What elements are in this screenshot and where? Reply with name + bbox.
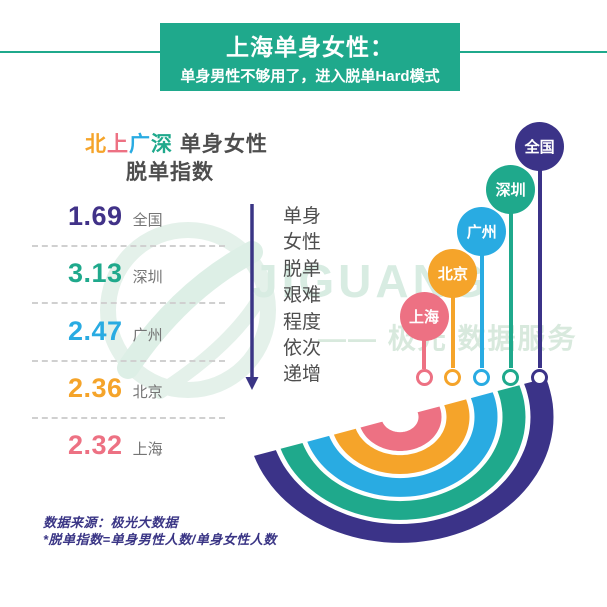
page-title: 上海单身女性： — [226, 34, 394, 60]
lollipop-circle-national: 全国 — [515, 122, 565, 172]
index-value: 2.47 — [68, 315, 123, 346]
index-city-label: 上海 — [132, 441, 163, 459]
watermark-tagline-text: —— 极光 数据服务 — [318, 323, 578, 354]
chart-heading-line1: 北上广深 单身女性 — [85, 128, 268, 158]
annotation-line: 递增 — [283, 364, 322, 386]
dashed-divider — [32, 302, 225, 305]
chart-heading-line2: 脱单指数 — [126, 161, 214, 184]
index-row-shenzhen: 3.13 深圳 — [68, 258, 163, 292]
index-row-shanghai: 2.32 上海 — [68, 430, 163, 464]
page-subtitle: 单身男性不够用了，进入脱单Hard模式 — [180, 68, 440, 85]
heading-city-char: 上 — [107, 133, 129, 156]
lollipop-stick-shenzhen — [508, 189, 513, 369]
annotation-line: 艰难 — [283, 285, 322, 307]
lollipop-ring-shanghai — [415, 368, 433, 386]
lollipop-ring-guangzhou — [473, 368, 491, 386]
heading-city-char: 北 — [85, 133, 107, 156]
fan-ring-shenzhen — [280, 385, 526, 520]
heading-city-char: 广 — [129, 133, 151, 156]
lollipop-ring-beijing — [444, 368, 462, 386]
index-value: 3.13 — [68, 258, 123, 289]
annotation-line: 程度 — [283, 311, 322, 333]
heading-colored-cities: 北上广深 — [85, 133, 173, 156]
index-value: 2.36 — [68, 372, 123, 403]
lollipop-stick-beijing — [450, 273, 455, 369]
fan-ring-guangzhou — [307, 392, 498, 497]
lollipop-circle-shanghai: 上海 — [399, 291, 449, 341]
title-box: 上海单身女性： 单身男性不够用了，进入脱单Hard模式 — [160, 23, 460, 91]
lollipop-stick-guangzhou — [479, 231, 484, 369]
lollipop-circle-beijing: 北京 — [428, 249, 478, 299]
dashed-divider — [32, 416, 225, 419]
index-city-label: 深圳 — [132, 269, 163, 287]
annotation-line: 脱单 — [283, 258, 322, 280]
lollipop-ring-national — [531, 368, 549, 386]
lollipop-circle-shenzhen: 深圳 — [486, 164, 536, 214]
dashed-divider — [32, 359, 225, 362]
lollipop-stick-shanghai — [422, 316, 426, 369]
index-city-label: 广州 — [132, 326, 163, 344]
dashed-divider — [32, 245, 225, 247]
lollipop-circle-guangzhou: 广州 — [457, 206, 507, 256]
annotation-line: 依次 — [283, 338, 322, 359]
index-row-guangzhou: 2.47 广州 — [68, 316, 163, 350]
index-row-national: 1.69 全国 — [68, 201, 163, 235]
lollipop-ring-shenzhen — [502, 368, 520, 386]
index-value: 1.69 — [68, 201, 123, 231]
index-value: 2.32 — [68, 430, 123, 461]
index-city-label: 北京 — [132, 383, 163, 401]
heading-rest: 单身女性 — [173, 133, 268, 156]
fan-ring-beijing — [333, 399, 470, 474]
annotation-line: 单身 — [283, 206, 322, 227]
data-source-note: 数据来源：极光大数据 — [43, 515, 179, 530]
lollipop-stick-national — [537, 146, 542, 369]
index-definition-note: *脱单指数=单身男性人数/单身女性人数 — [43, 532, 277, 547]
index-city-label: 全国 — [132, 212, 163, 229]
index-row-beijing: 2.36 北京 — [68, 373, 163, 407]
fan-ring-shanghai — [360, 406, 442, 451]
heading-city-char: 深 — [151, 133, 173, 156]
annotation-line: 女性 — [283, 232, 322, 254]
